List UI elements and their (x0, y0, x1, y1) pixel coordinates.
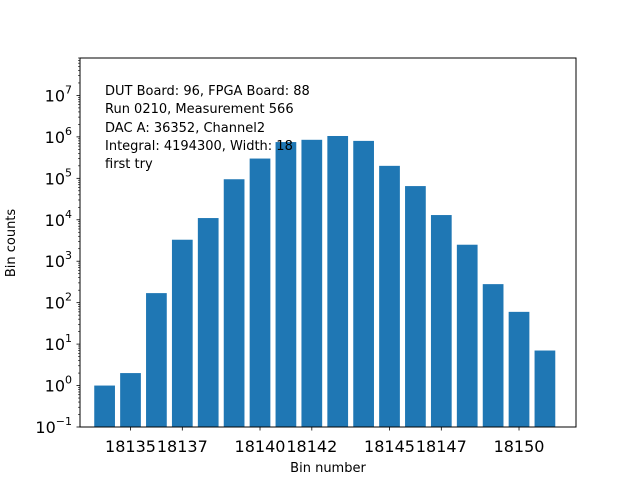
annotation-line: DUT Board: 96, FPGA Board: 88 (105, 84, 310, 99)
bar (120, 373, 141, 427)
bar (508, 311, 530, 427)
bar (275, 142, 297, 427)
y-tick-label: 102 (45, 291, 72, 313)
x-tick-label: 18150 (494, 437, 545, 456)
annotation-line: Run 0210, Measurement 566 (105, 102, 294, 117)
y-tick-label: 106 (45, 125, 72, 147)
x-axis-label: Bin number (290, 461, 366, 476)
plot-frame (79, 57, 577, 428)
x-tick-label: 18135 (105, 437, 156, 456)
x-tick-label: 18147 (416, 437, 467, 456)
bar (482, 284, 504, 427)
bar (430, 215, 452, 427)
bar (379, 165, 400, 427)
annotation-block: DUT Board: 96, FPGA Board: 88 Run 0210, … (105, 84, 310, 172)
y-axis: 10−1 100 101 102 103 104 105 106 107 (35, 57, 80, 437)
y-tick-label: 107 (45, 83, 72, 105)
bar (327, 135, 349, 427)
bar (456, 244, 478, 427)
bar (146, 293, 167, 427)
y-tick-label: 105 (45, 166, 72, 188)
y-tick-label: 10−1 (35, 415, 72, 437)
bar (353, 140, 374, 427)
y-tick-label: 104 (45, 208, 72, 230)
y-tick-label: 103 (45, 249, 72, 271)
bar (301, 139, 323, 427)
y-tick-label: 101 (45, 332, 72, 354)
bar (223, 179, 245, 427)
x-tick-label: 18142 (286, 437, 337, 456)
x-tick-label: 18145 (364, 437, 415, 456)
annotation-line: first try (105, 157, 153, 172)
bar (171, 239, 193, 427)
y-tick-label: 100 (45, 374, 72, 396)
y-axis-label: Bin counts (4, 209, 19, 278)
bar (249, 158, 271, 427)
bar (94, 385, 115, 427)
bars-group (94, 135, 556, 427)
annotation-line: DAC A: 36352, Channel2 (105, 121, 265, 136)
x-tick-label: 18140 (235, 437, 286, 456)
bar (197, 218, 219, 427)
annotation-line: Integral: 4194300, Width: 18 (105, 139, 293, 154)
x-axis: 18135 18137 18140 18142 18145 18147 18150 (105, 427, 544, 456)
x-tick-label: 18137 (157, 437, 208, 456)
bar (534, 350, 556, 427)
bar (405, 186, 426, 427)
